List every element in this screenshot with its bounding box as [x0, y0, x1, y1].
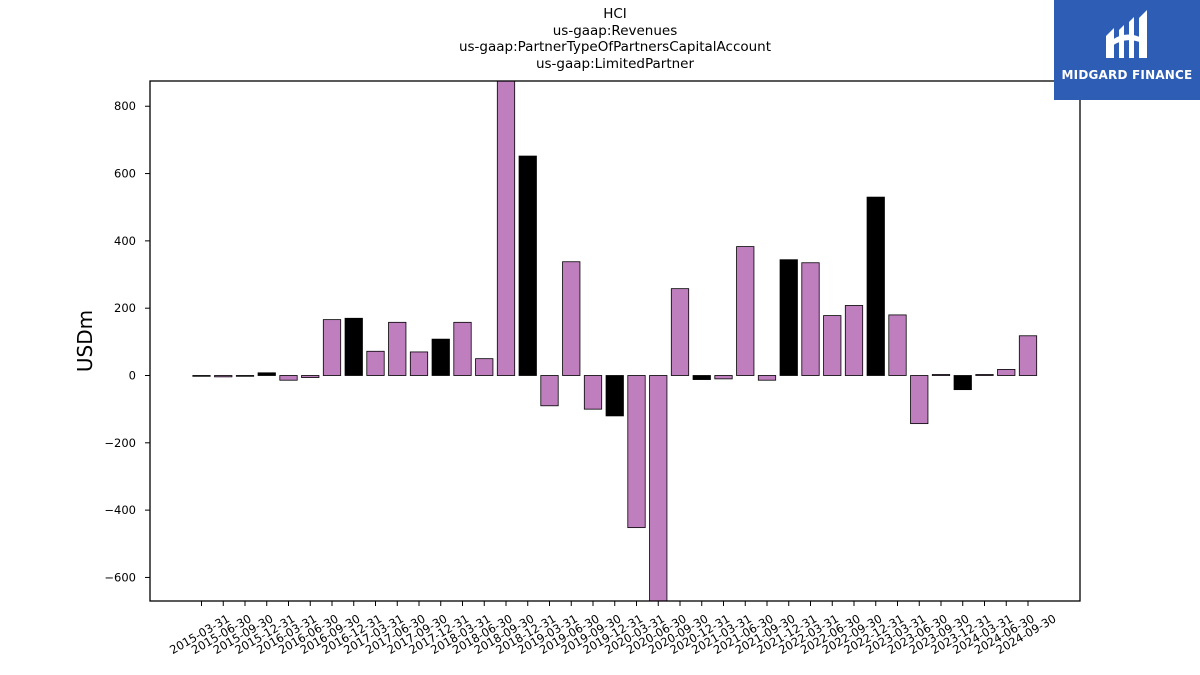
bar-2015-09-30 — [235, 375, 255, 377]
bar-2015-03-31 — [192, 375, 211, 377]
bar-2024-09-30 — [1018, 335, 1038, 376]
bar-2018-03-31 — [453, 321, 472, 376]
bar-2018-09-30 — [496, 81, 516, 376]
bar-2022-09-30 — [844, 305, 864, 376]
bar-2015-12-31 — [257, 372, 276, 376]
bar-2019-06-30 — [562, 261, 581, 376]
bar-2021-06-30 — [736, 246, 755, 376]
midgard-logo-icon — [1106, 10, 1147, 58]
bar-2017-12-31 — [431, 338, 450, 376]
bar-2018-06-30 — [475, 358, 494, 376]
chart-title-line: us-gaap:LimitedPartner — [535, 55, 695, 72]
bar-2024-06-30 — [997, 369, 1016, 376]
y-tick-label: 600 — [114, 167, 136, 181]
y-axis: −600 −400 −200 0 200 400 600 800 — [104, 99, 150, 584]
bar-2019-12-31 — [605, 375, 624, 417]
bar-2017-09-30 — [409, 351, 429, 376]
bar-2015-06-30 — [214, 375, 233, 378]
y-tick-label: −400 — [104, 503, 136, 517]
bar-2020-03-31 — [627, 375, 646, 529]
bar-2017-03-31 — [366, 350, 385, 376]
y-tick-label: 400 — [114, 234, 136, 248]
bar-2024-03-31 — [975, 374, 994, 376]
x-axis: 2015-03-312015-06-302015-09-302015-12-31… — [167, 601, 1059, 657]
bar-2019-03-31 — [540, 375, 559, 407]
y-tick-label: 800 — [114, 99, 136, 113]
bar-2020-06-30 — [649, 375, 668, 601]
bar-2021-09-30 — [757, 375, 777, 381]
chart-title-line: us-gaap:PartnerTypeOfPartnersCapitalAcco… — [458, 39, 772, 55]
y-tick-label: 200 — [114, 301, 136, 315]
bar-2022-12-31 — [866, 196, 885, 376]
y-axis-label: USDm — [73, 310, 97, 372]
bar-2017-06-30 — [388, 321, 407, 376]
bar-2016-06-30 — [301, 375, 320, 378]
y-tick-label: −200 — [104, 436, 136, 450]
bar-2018-12-31 — [518, 155, 537, 376]
bar-2016-12-31 — [344, 317, 363, 376]
bar-2021-12-31 — [779, 259, 798, 376]
plot-frame — [149, 80, 1081, 602]
bar-2023-06-30 — [910, 375, 929, 425]
bar-2023-12-31 — [953, 375, 972, 391]
bar-2021-03-31 — [714, 375, 733, 380]
logo-text: MIDGARD FINANCE — [1061, 68, 1193, 82]
midgard-finance-logo: MIDGARD FINANCE — [1054, 0, 1200, 100]
bar-2020-09-30 — [670, 288, 690, 376]
y-tick-label: −600 — [104, 570, 136, 584]
chart-title: HCI us-gaap:Revenues us-gaap:PartnerType… — [150, 6, 1080, 72]
bar-2022-06-30 — [823, 315, 842, 376]
bars-layer — [192, 81, 1038, 601]
bar-2019-09-30 — [583, 375, 603, 410]
bar-2016-09-30 — [322, 319, 342, 376]
chart-title-line: us-gaap:Revenues — [552, 22, 678, 39]
bar-2020-12-31 — [692, 375, 711, 380]
bar-2023-09-30 — [931, 374, 951, 376]
y-tick-label: 0 — [129, 368, 136, 382]
bar-2016-03-31 — [279, 375, 298, 381]
bar-2023-03-31 — [888, 314, 907, 376]
chart-title-line: HCI — [603, 6, 627, 22]
bar-2022-03-31 — [801, 262, 820, 376]
